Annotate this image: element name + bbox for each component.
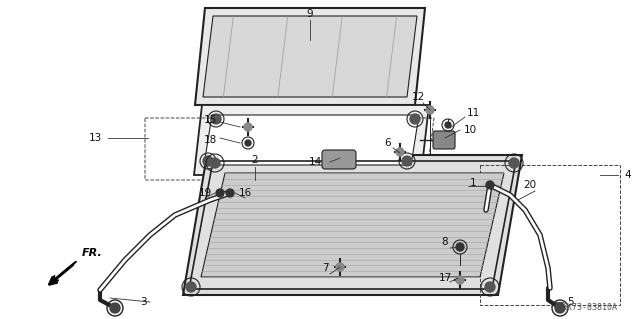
Text: 12: 12: [412, 92, 424, 102]
Polygon shape: [204, 115, 419, 165]
Text: 6: 6: [385, 138, 391, 148]
Circle shape: [509, 158, 519, 168]
Text: 20: 20: [524, 180, 536, 190]
Text: 16: 16: [238, 188, 252, 198]
Text: 13: 13: [88, 133, 102, 143]
Circle shape: [456, 243, 464, 251]
Circle shape: [211, 114, 221, 124]
Text: 9: 9: [307, 9, 314, 19]
Circle shape: [244, 123, 252, 131]
Text: 11: 11: [467, 108, 479, 118]
Text: 2: 2: [252, 155, 259, 165]
Text: 10: 10: [463, 125, 477, 135]
Circle shape: [456, 276, 464, 284]
Circle shape: [426, 106, 434, 114]
Text: 3: 3: [140, 297, 147, 307]
Text: 15: 15: [204, 115, 216, 125]
Text: 7: 7: [322, 263, 328, 273]
Circle shape: [410, 114, 420, 124]
Text: 19: 19: [198, 188, 212, 198]
Circle shape: [203, 156, 213, 166]
Circle shape: [336, 263, 344, 271]
Text: 17: 17: [438, 273, 452, 283]
Text: 4: 4: [625, 170, 631, 180]
Polygon shape: [203, 16, 417, 97]
Text: FR.: FR.: [82, 248, 103, 258]
Polygon shape: [195, 8, 425, 105]
Circle shape: [210, 158, 220, 168]
Circle shape: [445, 122, 451, 128]
Polygon shape: [201, 173, 504, 277]
Text: SK73-83810A: SK73-83810A: [563, 303, 618, 313]
Circle shape: [216, 189, 224, 197]
FancyBboxPatch shape: [322, 150, 356, 169]
Circle shape: [555, 303, 565, 313]
Circle shape: [226, 189, 234, 197]
Text: 8: 8: [442, 237, 448, 247]
Text: 1: 1: [470, 178, 476, 188]
Text: 5: 5: [566, 297, 573, 307]
Circle shape: [402, 156, 412, 166]
Circle shape: [485, 282, 495, 292]
Circle shape: [186, 282, 196, 292]
Polygon shape: [183, 155, 522, 295]
Circle shape: [486, 181, 494, 189]
FancyBboxPatch shape: [433, 131, 455, 149]
Text: 18: 18: [204, 135, 216, 145]
Circle shape: [396, 148, 404, 156]
Text: 14: 14: [308, 157, 322, 167]
Circle shape: [110, 303, 120, 313]
Polygon shape: [194, 105, 429, 175]
Circle shape: [245, 140, 251, 146]
